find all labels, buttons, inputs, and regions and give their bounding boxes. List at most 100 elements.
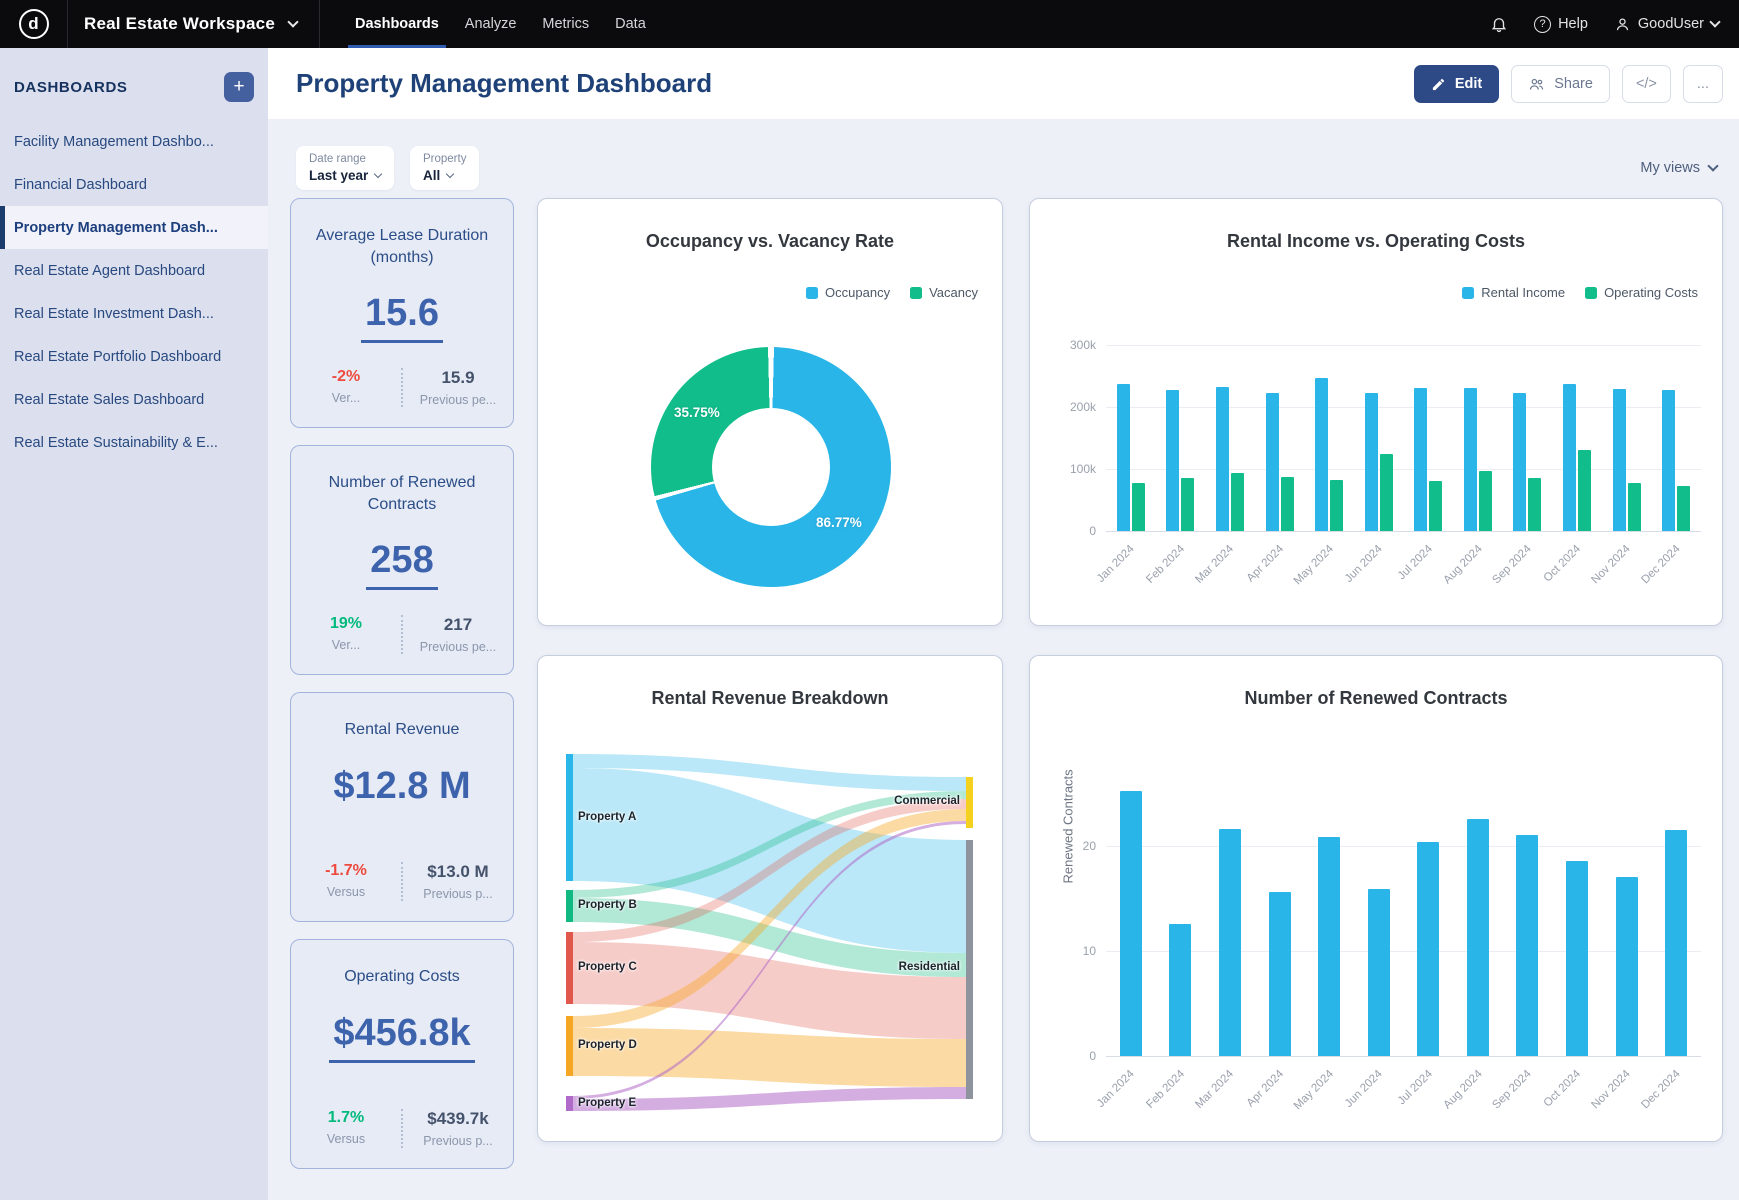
bar-renewed-contracts-jun-2024[interactable] <box>1367 889 1390 1056</box>
help-icon: ? <box>1534 15 1552 33</box>
x-label-oct-2024: Oct 2024 <box>1542 543 1584 585</box>
sidebar-item-financial-dashboard[interactable]: Financial Dashboard <box>14 176 147 193</box>
bar-renewed-contracts-feb-2024[interactable] <box>1169 924 1192 1056</box>
bar-renewed-contracts-mar-2024[interactable] <box>1218 829 1241 1056</box>
legend-item-vacancy[interactable]: Vacancy <box>910 285 978 300</box>
legend-item-operating-costs[interactable]: Operating Costs <box>1585 285 1698 300</box>
nav-item-dashboards[interactable]: Dashboards <box>342 0 452 48</box>
sankey-link-property-b-to-commercial[interactable] <box>573 791 966 898</box>
bar-operating-costs-oct-2024[interactable] <box>1578 450 1592 531</box>
sankey-node-residential[interactable] <box>966 840 973 1099</box>
sankey-node-label-commercial: Commercial <box>894 795 960 807</box>
sankey-node-property-a[interactable] <box>566 754 573 881</box>
bar-rental-income-jan-2024[interactable] <box>1116 384 1130 531</box>
sidebar: DASHBOARDS + Facility Management Dashbo.… <box>0 48 268 1200</box>
app-logo[interactable]: d <box>0 0 68 48</box>
notifications-button[interactable] <box>1490 15 1508 33</box>
share-button[interactable]: Share <box>1511 65 1610 103</box>
bar-renewed-contracts-apr-2024[interactable] <box>1268 892 1291 1056</box>
sankey-link-property-c-to-commercial[interactable] <box>573 799 966 942</box>
kpi-title: Rental Revenue <box>344 721 460 738</box>
bar-operating-costs-may-2024[interactable] <box>1330 480 1344 531</box>
nav-item-analyze[interactable]: Analyze <box>464 16 517 32</box>
bar-rental-income-jul-2024[interactable] <box>1414 388 1428 531</box>
bar-rental-income-feb-2024[interactable] <box>1166 390 1180 531</box>
sankey-link-property-d-to-residential[interactable] <box>573 1028 966 1087</box>
bar-rental-income-mar-2024[interactable] <box>1215 387 1229 531</box>
edit-button[interactable]: Edit <box>1413 65 1500 103</box>
more-options-button[interactable]: ... <box>1682 65 1723 103</box>
property-filter[interactable]: Property All <box>410 146 480 190</box>
sankey-link-property-d-to-commercial[interactable] <box>573 809 966 1028</box>
bar-renewed-contracts-aug-2024[interactable] <box>1466 819 1489 1056</box>
y-tick-100k: 100k <box>1069 462 1096 476</box>
legend-label: Occupancy <box>825 285 891 300</box>
sankey-link-property-b-to-residential[interactable] <box>573 898 966 977</box>
sidebar-item-real-estate-sustainability-e[interactable]: Real Estate Sustainability & E... <box>14 434 218 451</box>
nav-item-metrics[interactable]: Metrics <box>542 16 590 32</box>
sankey-link-property-e-to-residential[interactable] <box>573 1087 966 1111</box>
bar-renewed-contracts-may-2024[interactable] <box>1318 837 1341 1056</box>
sidebar-item-real-estate-agent-dashboard[interactable]: Real Estate Agent Dashboard <box>14 262 206 279</box>
sidebar-item-real-estate-sales-dashboard[interactable]: Real Estate Sales Dashboard <box>14 391 205 408</box>
bar-operating-costs-jun-2024[interactable] <box>1379 454 1393 531</box>
sankey-node-commercial[interactable] <box>966 777 973 828</box>
sankey-node-property-b[interactable] <box>566 890 573 922</box>
add-dashboard-button[interactable]: + <box>224 72 254 102</box>
sankey-link-property-a-to-commercial[interactable] <box>573 754 966 791</box>
kpi-value[interactable]: 15.6 <box>361 292 443 344</box>
sankey-node-property-c[interactable] <box>566 932 573 1004</box>
sankey-node-property-d[interactable] <box>566 1016 573 1076</box>
bar-operating-costs-nov-2024[interactable] <box>1627 483 1641 531</box>
sidebar-item-real-estate-portfolio-dashboard[interactable]: Real Estate Portfolio Dashboard <box>14 348 222 365</box>
help-button[interactable]: ? Help <box>1534 15 1588 33</box>
kpi-value[interactable]: $12.8 M <box>333 764 471 807</box>
kpi-value[interactable]: 258 <box>366 539 438 591</box>
bar-rental-income-sep-2024[interactable] <box>1513 393 1527 531</box>
bar-rental-income-jun-2024[interactable] <box>1364 393 1378 531</box>
income-vs-costs-card: Rental Income vs. Operating Costs Rental… <box>1029 198 1723 626</box>
bar-renewed-contracts-oct-2024[interactable] <box>1566 861 1589 1056</box>
sidebar-item-real-estate-investment-dash[interactable]: Real Estate Investment Dash... <box>14 305 214 322</box>
bar-operating-costs-sep-2024[interactable] <box>1528 478 1542 531</box>
date-range-filter[interactable]: Date range Last year <box>296 146 395 190</box>
bar-operating-costs-aug-2024[interactable] <box>1478 471 1492 531</box>
sidebar-item-property-management-dash[interactable]: Property Management Dash... <box>0 206 268 249</box>
legend-item-rental-income[interactable]: Rental Income <box>1462 285 1565 300</box>
bar-rental-income-apr-2024[interactable] <box>1265 393 1279 531</box>
bar-operating-costs-jan-2024[interactable] <box>1131 483 1145 531</box>
bar-operating-costs-mar-2024[interactable] <box>1230 473 1244 531</box>
user-menu[interactable]: GoodUser <box>1614 16 1721 33</box>
kpi-card-number-of-renewed-contracts: Number of Renewed Contracts 258 19% Ver... 2… <box>290 445 514 675</box>
bar-rental-income-dec-2024[interactable] <box>1662 390 1676 531</box>
chart-title: Rental Income vs. Operating Costs <box>1226 231 1526 251</box>
bar-renewed-contracts-sep-2024[interactable] <box>1516 835 1539 1056</box>
bar-rental-income-oct-2024[interactable] <box>1563 384 1577 531</box>
kpi-value[interactable]: $456.8k <box>329 1012 475 1063</box>
workspace-selector[interactable]: Real Estate Workspace <box>68 0 320 48</box>
bar-rental-income-nov-2024[interactable] <box>1612 389 1626 531</box>
sankey-link-property-e-to-commercial[interactable] <box>573 821 966 1099</box>
bar-rental-income-aug-2024[interactable] <box>1463 388 1477 531</box>
sankey-link-property-c-to-residential[interactable] <box>573 942 966 1039</box>
sidebar-item-facility-management-dashbo[interactable]: Facility Management Dashbo... <box>14 133 214 150</box>
bar-operating-costs-dec-2024[interactable] <box>1677 486 1691 531</box>
bar-operating-costs-jul-2024[interactable] <box>1429 481 1443 531</box>
sankey-node-property-e[interactable] <box>566 1096 573 1111</box>
bar-rental-income-may-2024[interactable] <box>1315 378 1329 531</box>
bar-operating-costs-feb-2024[interactable] <box>1181 478 1195 531</box>
embed-code-button[interactable]: </> <box>1621 65 1671 103</box>
bar-operating-costs-apr-2024[interactable] <box>1280 477 1294 531</box>
bar-renewed-contracts-jan-2024[interactable] <box>1119 791 1142 1056</box>
my-views-dropdown[interactable]: My views <box>1640 160 1719 176</box>
x-label-aug-2024: Aug 2024 <box>1441 543 1485 587</box>
legend-item-occupancy[interactable]: Occupancy <box>806 285 890 300</box>
nav-item-data[interactable]: Data <box>615 16 646 32</box>
x-label-jul-2024: Jul 2024 <box>1395 543 1435 583</box>
vacancy-slice-label: 35.75% <box>674 405 720 420</box>
bar-renewed-contracts-nov-2024[interactable] <box>1615 877 1638 1056</box>
bar-renewed-contracts-dec-2024[interactable] <box>1665 830 1688 1056</box>
sankey-link-property-a-to-residential[interactable] <box>573 768 966 953</box>
y-tick-0: 0 <box>1089 524 1096 538</box>
bar-renewed-contracts-jul-2024[interactable] <box>1417 842 1440 1056</box>
